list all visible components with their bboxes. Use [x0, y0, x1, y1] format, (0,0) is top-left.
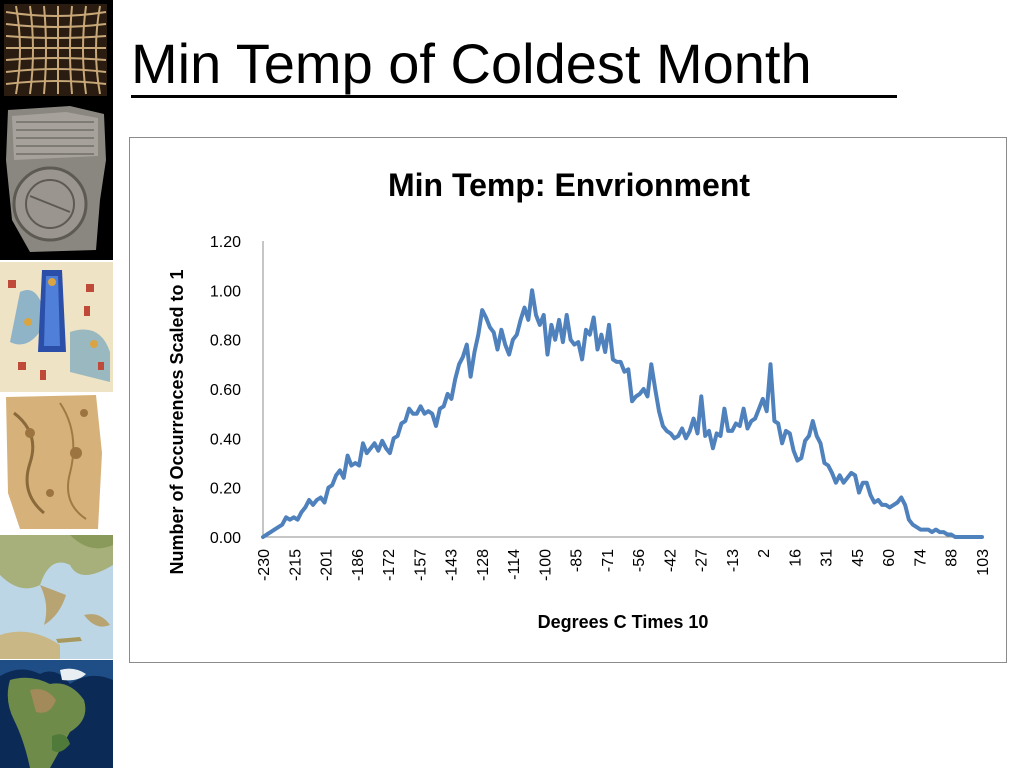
babylonian-clay-tablet-map-icon: [0, 100, 113, 260]
medieval-illustrated-map-icon: [0, 262, 113, 392]
x-tick-label: 16: [787, 549, 804, 567]
x-tick-label: 31: [819, 549, 836, 567]
x-tick-label: 103: [975, 549, 992, 576]
north-america-satellite-map-icon: [0, 660, 113, 768]
x-tick-label: -230: [256, 549, 273, 581]
chart-frame: Min Temp: Envrionment 0.00 0.20 0.40 0.60 0.…: [129, 137, 1007, 663]
x-tick-label: -186: [350, 549, 367, 581]
x-tick-label: -71: [600, 549, 617, 572]
x-tick-label: -143: [444, 549, 461, 581]
x-tick-label: 74: [912, 549, 929, 567]
x-tick-label: -42: [662, 549, 679, 572]
x-tick-label: -100: [537, 549, 554, 581]
y-axis-title: Number of Occurrences Scaled to 1: [167, 269, 187, 574]
y-tick-label: 0.80: [210, 333, 241, 350]
series-group: [261, 288, 984, 539]
x-tick-label: -27: [694, 549, 711, 572]
x-tick-label: -215: [287, 549, 304, 581]
mediterranean-relief-map-icon: [0, 535, 113, 659]
x-tick-label: -56: [631, 549, 648, 572]
x-tick-label: -13: [725, 549, 742, 572]
line-chart: Min Temp: Envrionment 0.000.200.400.600.…: [167, 167, 992, 632]
x-tick-label: 45: [850, 549, 867, 567]
x-tick-label: 60: [881, 549, 898, 567]
x-tick-label: 88: [944, 549, 961, 567]
y-axis: 0.00 0.20 0.40 0.60 0.80 1.00 1.20: [210, 234, 264, 547]
x-axis: -230 -215 -201 -186 -172 -157 -143 -128 -114 -100…: [256, 536, 992, 581]
y-tick-label: 0.60: [210, 382, 241, 399]
x-axis-title: Degrees C Times 10: [538, 612, 709, 632]
y-tick-label: 1.20: [210, 234, 241, 251]
x-tick-label: -114: [506, 549, 523, 580]
x-tick-label: -128: [475, 549, 492, 581]
x-tick-label: -85: [569, 549, 586, 572]
y-tick-label: 0.00: [210, 530, 241, 547]
y-tick-label: 0.40: [210, 431, 241, 448]
parchment-map-icon: [0, 393, 113, 533]
title-underline: [131, 95, 897, 98]
x-tick-label: -157: [412, 549, 429, 581]
y-tick-label: 1.00: [210, 283, 241, 300]
ancient-grid-map-icon: [0, 0, 113, 100]
y-tick-label: 0.20: [210, 481, 241, 498]
x-tick-label: -201: [319, 549, 336, 581]
x-tick-label: -172: [381, 549, 398, 581]
chart-title: Min Temp: Envrionment: [388, 167, 750, 203]
slide-title: Min Temp of Coldest Month: [131, 32, 812, 95]
x-tick-label: 2: [756, 549, 773, 558]
series-line: [261, 288, 984, 539]
